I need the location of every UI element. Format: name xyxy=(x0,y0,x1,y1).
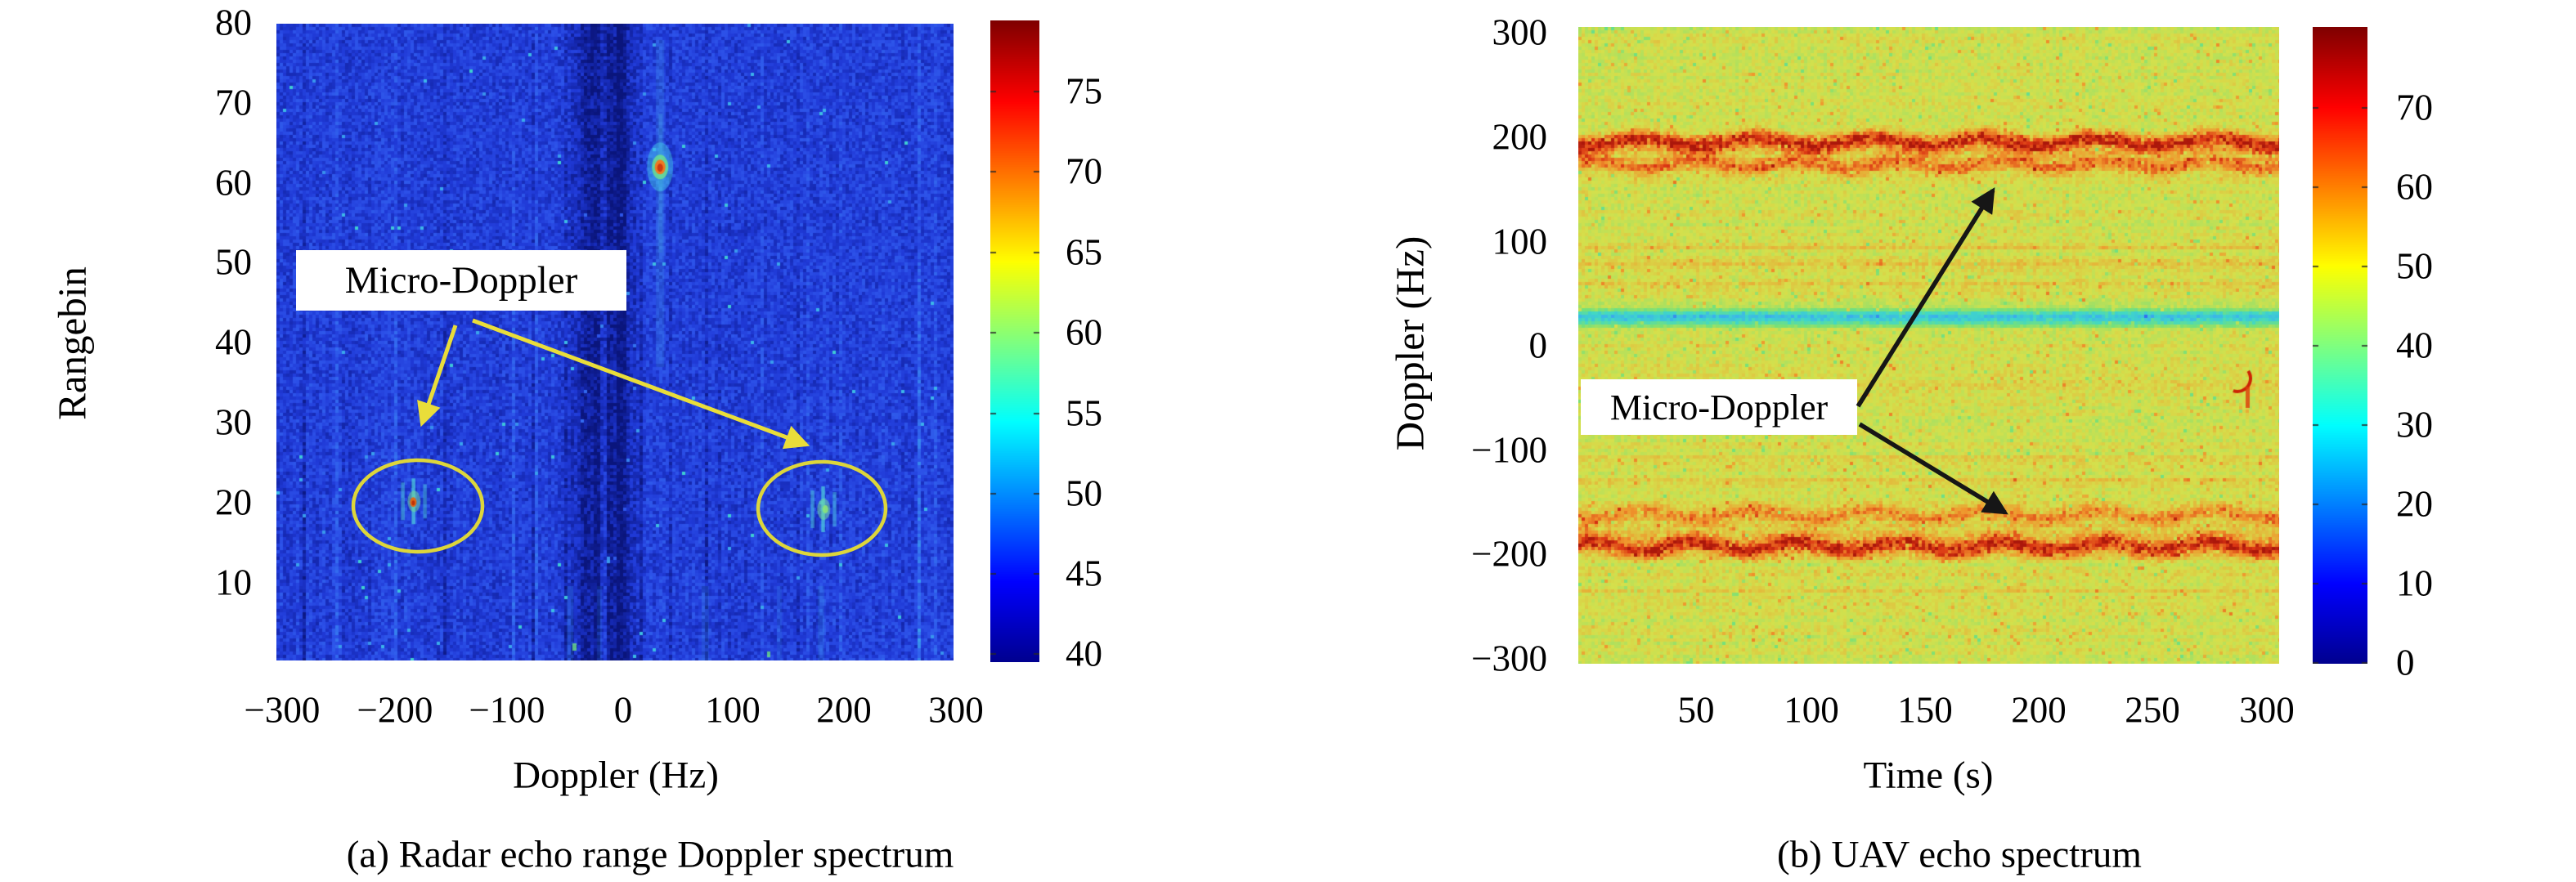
y-tick-label: −200 xyxy=(1471,533,1547,575)
colorbar-tick-label: 75 xyxy=(1066,70,1102,112)
x-tick-label: 100 xyxy=(1784,689,1839,731)
colorbar-tick-label: 30 xyxy=(2396,404,2433,445)
colorbar-tick-label: 70 xyxy=(2396,87,2433,128)
x-tick-label: 200 xyxy=(816,689,872,731)
y-tick-label: 100 xyxy=(1492,221,1548,262)
colorbar-tick-label: 50 xyxy=(1066,472,1102,514)
range-doppler-heatmap xyxy=(276,24,954,660)
y-tick-label: 300 xyxy=(1492,11,1548,53)
colorbar-tick-label: 0 xyxy=(2396,642,2415,683)
caption-b: (b) UAV echo spectrum xyxy=(1777,833,2142,876)
y-tick-label: 60 xyxy=(215,162,252,204)
x-tick-label: −200 xyxy=(357,689,433,731)
micro-doppler-label-text: Micro-Doppler xyxy=(344,259,578,302)
x-tick-label: 0 xyxy=(613,689,633,731)
x-axis-label-b: Time (s) xyxy=(1863,754,1994,797)
x-tick-label: 150 xyxy=(1897,689,1953,731)
colorbar-tick-label: 70 xyxy=(1066,150,1102,192)
micro-doppler-label-a: Micro-Doppler xyxy=(296,250,626,311)
y-tick-label: 0 xyxy=(1528,325,1548,366)
x-tick-label: −100 xyxy=(469,689,545,731)
x-tick-label: 300 xyxy=(928,689,984,731)
uav-spectrum-heatmap xyxy=(1578,27,2279,664)
colorbar-tick-label: 40 xyxy=(2396,325,2433,366)
y-tick-label: 200 xyxy=(1492,116,1548,158)
x-axis-label-a: Doppler (Hz) xyxy=(513,754,719,797)
y-tick-label: 30 xyxy=(215,401,252,443)
x-tick-label: 250 xyxy=(2125,689,2180,731)
y-tick-label: 20 xyxy=(215,481,252,523)
x-tick-label: 100 xyxy=(705,689,761,731)
x-tick-label: 200 xyxy=(2011,689,2067,731)
x-tick-label: −300 xyxy=(244,689,321,731)
y-axis-label-a: Rangebin xyxy=(49,266,95,420)
colorbar-tick-label: 65 xyxy=(1066,231,1102,273)
caption-a: (a) Radar echo range Doppler spectrum xyxy=(346,833,954,876)
y-tick-label: 70 xyxy=(215,82,252,123)
micro-doppler-label-b: Micro-Doppler xyxy=(1581,379,1857,435)
colorbar-tick-label: 10 xyxy=(2396,562,2433,604)
colorbar-a xyxy=(990,20,1039,662)
colorbar-tick-label: 60 xyxy=(1066,311,1102,353)
y-tick-label: 50 xyxy=(215,241,252,283)
y-tick-label: 80 xyxy=(215,2,252,43)
micro-doppler-label-text: Micro-Doppler xyxy=(1609,387,1829,428)
y-axis-label-b: Doppler (Hz) xyxy=(1387,235,1433,451)
colorbar-tick-label: 60 xyxy=(2396,166,2433,208)
colorbar-tick-label: 20 xyxy=(2396,483,2433,525)
colorbar-tick-label: 50 xyxy=(2396,245,2433,287)
colorbar-tick-label: 45 xyxy=(1066,553,1102,594)
y-tick-label: −300 xyxy=(1471,638,1547,679)
colorbar-b xyxy=(2313,27,2367,664)
x-tick-label: 300 xyxy=(2239,689,2295,731)
colorbar-tick-label: 55 xyxy=(1066,392,1102,434)
colorbar-tick-label: 40 xyxy=(1066,633,1102,674)
x-tick-label: 50 xyxy=(1677,689,1715,731)
y-tick-label: 40 xyxy=(215,321,252,363)
y-tick-label: −100 xyxy=(1471,429,1547,471)
y-tick-label: 10 xyxy=(215,562,252,603)
